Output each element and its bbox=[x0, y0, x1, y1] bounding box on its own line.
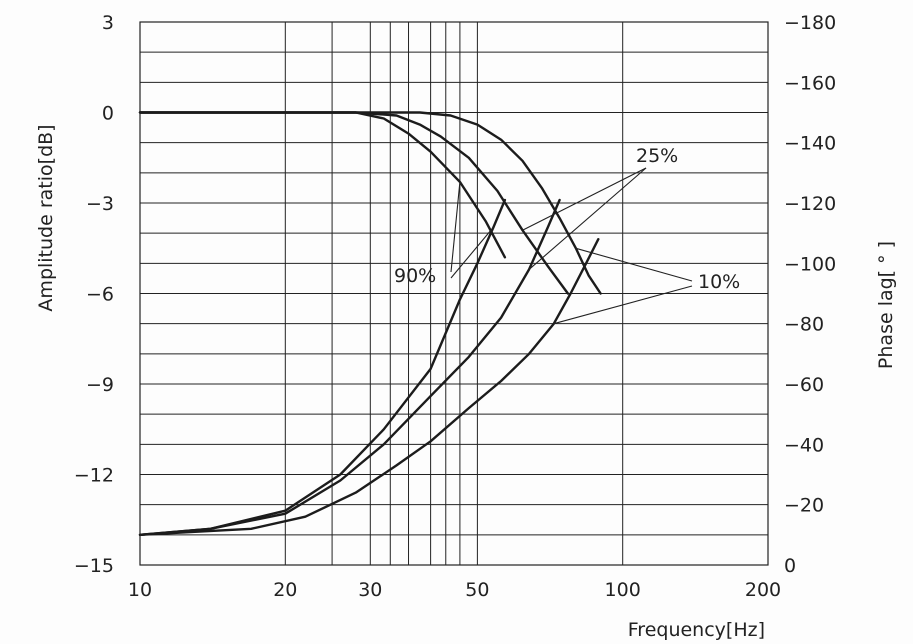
right-axis-label: Phase lag[ ° ] bbox=[875, 241, 897, 369]
callout-leader-line bbox=[553, 285, 693, 325]
right-tick-label: −20 bbox=[784, 495, 824, 517]
callout-label-10pct: 10% bbox=[698, 271, 740, 293]
callout-leaders bbox=[450, 167, 693, 325]
right-tick-label: −40 bbox=[784, 434, 824, 456]
curve-right-10pct bbox=[138, 238, 600, 536]
left-tick-label: −9 bbox=[86, 374, 114, 396]
callout-labels: 90% 25% 10% bbox=[394, 145, 740, 293]
x-axis-ticks: 10 20 30 50 100 200 bbox=[128, 579, 781, 601]
x-axis-label: Frequency[Hz] bbox=[628, 619, 765, 641]
callout-leader-line bbox=[575, 247, 693, 282]
right-tick-label: −100 bbox=[784, 253, 836, 275]
left-axis-label: Amplitude ratio[dB] bbox=[35, 124, 57, 311]
right-axis-ticks: −180 −160 −140 −120 −100 −80 −60 −40 −20 0 bbox=[784, 12, 836, 577]
left-tick-label: 3 bbox=[102, 12, 114, 34]
x-tick-label: 50 bbox=[465, 579, 489, 601]
curve-right-90pct bbox=[138, 198, 507, 536]
left-tick-label: −3 bbox=[86, 193, 114, 215]
curve-left-90pct bbox=[138, 111, 507, 259]
callout-label-90pct: 90% bbox=[394, 265, 436, 287]
x-tick-label: 20 bbox=[273, 579, 297, 601]
curve-right-25pct bbox=[138, 198, 561, 536]
left-tick-label: 0 bbox=[102, 103, 114, 125]
x-tick-label: 200 bbox=[745, 579, 781, 601]
curves bbox=[138, 111, 602, 536]
x-tick-label: 30 bbox=[358, 579, 382, 601]
curve-left-25pct bbox=[138, 111, 570, 295]
right-tick-label: −180 bbox=[784, 12, 836, 34]
grid-lines bbox=[140, 22, 768, 565]
x-tick-label: 10 bbox=[128, 579, 152, 601]
right-tick-label: 0 bbox=[784, 555, 796, 577]
right-tick-label: −80 bbox=[784, 314, 824, 336]
plot-frame bbox=[139, 21, 769, 566]
curve-left-10pct bbox=[138, 111, 602, 295]
left-tick-label: −6 bbox=[86, 284, 114, 306]
callout-leader-line bbox=[450, 181, 461, 273]
callout-leader-line bbox=[450, 226, 494, 279]
left-axis-ticks: 3 0 −3 −6 −9 −12 −15 bbox=[74, 12, 114, 577]
right-tick-label: −120 bbox=[784, 193, 836, 215]
right-tick-label: −60 bbox=[784, 374, 824, 396]
callout-label-25pct: 25% bbox=[636, 145, 678, 167]
left-tick-label: −12 bbox=[74, 465, 114, 487]
left-tick-label: −15 bbox=[74, 555, 114, 577]
callout-leader-line bbox=[528, 167, 647, 270]
right-tick-label: −160 bbox=[784, 72, 836, 94]
right-tick-label: −140 bbox=[784, 133, 836, 155]
callout-leader-line bbox=[522, 167, 647, 231]
x-tick-label: 100 bbox=[605, 579, 641, 601]
